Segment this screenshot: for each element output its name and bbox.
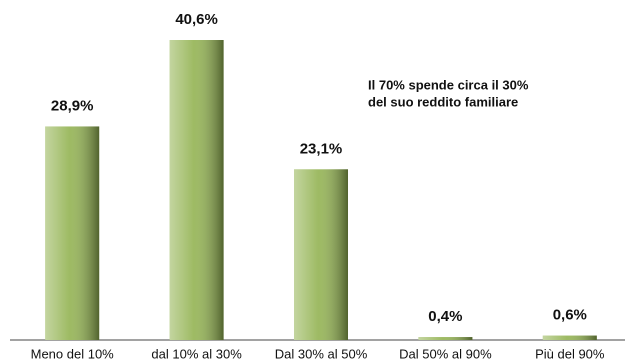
annotation: del suo reddito familiare bbox=[368, 94, 518, 109]
bar-shade bbox=[542, 335, 597, 340]
bar-shade bbox=[418, 337, 473, 340]
x-tick-label: dal 10% al 30% bbox=[151, 346, 242, 361]
value-label: 0,4% bbox=[428, 308, 462, 325]
bar-shade bbox=[169, 40, 224, 340]
bar-shade bbox=[45, 126, 100, 340]
annotation: Il 70% spende circa il 30% bbox=[368, 77, 529, 92]
bar-shade bbox=[294, 169, 348, 340]
value-label: 0,6% bbox=[553, 307, 587, 324]
value-label: 28,9% bbox=[51, 97, 94, 114]
x-tick-label: Più del 90% bbox=[535, 346, 605, 361]
x-tick-label: Dal 30% al 50% bbox=[275, 346, 368, 361]
value-label: 40,6% bbox=[175, 11, 218, 28]
x-tick-label: Meno del 10% bbox=[31, 346, 115, 361]
value-label: 23,1% bbox=[300, 140, 343, 157]
x-tick-label: Dal 50% al 90% bbox=[399, 346, 492, 361]
